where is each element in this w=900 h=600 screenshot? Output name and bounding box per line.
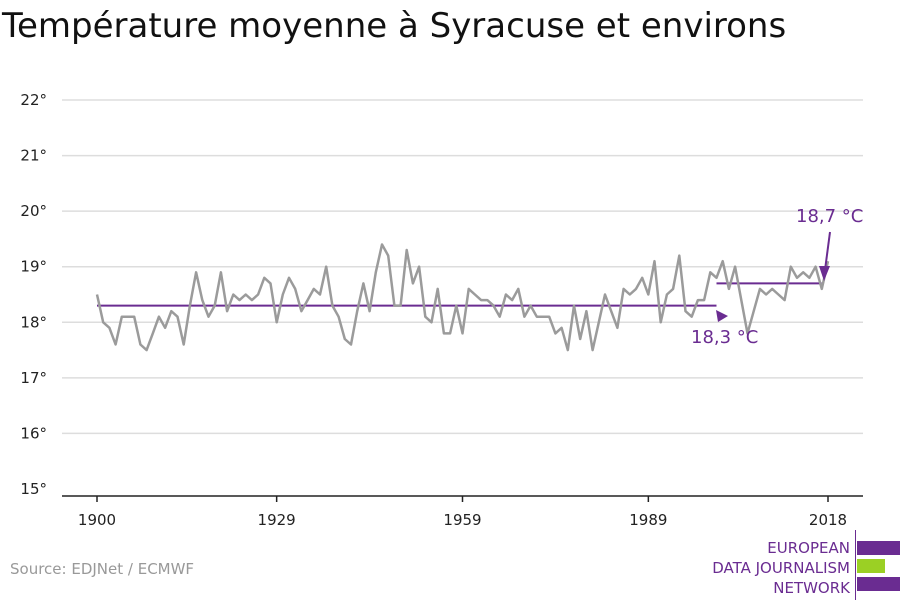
- logo-divider: [855, 530, 856, 600]
- y-tick-label-17: 17°: [20, 369, 47, 387]
- edjnet-logo: EUROPEAN DATA JOURNALISM NETWORK: [700, 530, 900, 600]
- series-layer: [95, 243, 830, 352]
- y-tick-label-19: 19°: [20, 258, 47, 276]
- mean-lines: [97, 282, 822, 307]
- x-tick-label-1959: 1959: [443, 511, 481, 529]
- logo-bar-purple-bottom: [857, 577, 900, 591]
- y-tick-label-15: 15°: [20, 480, 47, 498]
- temperature-series-line: [95, 243, 830, 352]
- x-tick-label-2018: 2018: [809, 511, 847, 529]
- logo-bar-purple-top: [857, 541, 900, 555]
- y-tick-label-16: 16°: [20, 424, 47, 442]
- logo-line-2: DATA JOURNALISM: [712, 559, 850, 577]
- logo-bar-green: [857, 559, 885, 573]
- annotation-arrow-line-2: [824, 231, 831, 271]
- y-axis-tick-labels: 15° 16° 17° 18° 19° 20° 21° 22°: [20, 91, 47, 498]
- grid-lines: [62, 99, 863, 435]
- logo-line-1: EUROPEAN: [767, 539, 850, 557]
- chart-title: Température moyenne à Syracuse et enviro…: [2, 6, 787, 46]
- source-note: Source: EDJNet / ECMWF: [10, 560, 195, 578]
- annotations: 18,3 °C 18,7 °C: [691, 206, 863, 348]
- x-tick-label-1900: 1900: [78, 511, 116, 529]
- y-tick-label-18: 18°: [20, 313, 47, 331]
- annotation-arrow-head-2: [819, 266, 830, 281]
- annotation-label-2: 18,7 °C: [796, 206, 863, 227]
- x-tick-label-1929: 1929: [258, 511, 296, 529]
- annotation-label-1: 18,3 °C: [691, 327, 758, 348]
- x-tick-label-1989: 1989: [629, 511, 667, 529]
- x-axis: 1900 1929 1959 1989 2018: [62, 495, 863, 529]
- y-tick-label-22: 22°: [20, 91, 47, 109]
- y-tick-label-20: 20°: [20, 202, 47, 220]
- logo-line-3: NETWORK: [773, 579, 850, 597]
- annotation-arrow-1: [716, 310, 728, 322]
- y-tick-label-21: 21°: [20, 147, 47, 165]
